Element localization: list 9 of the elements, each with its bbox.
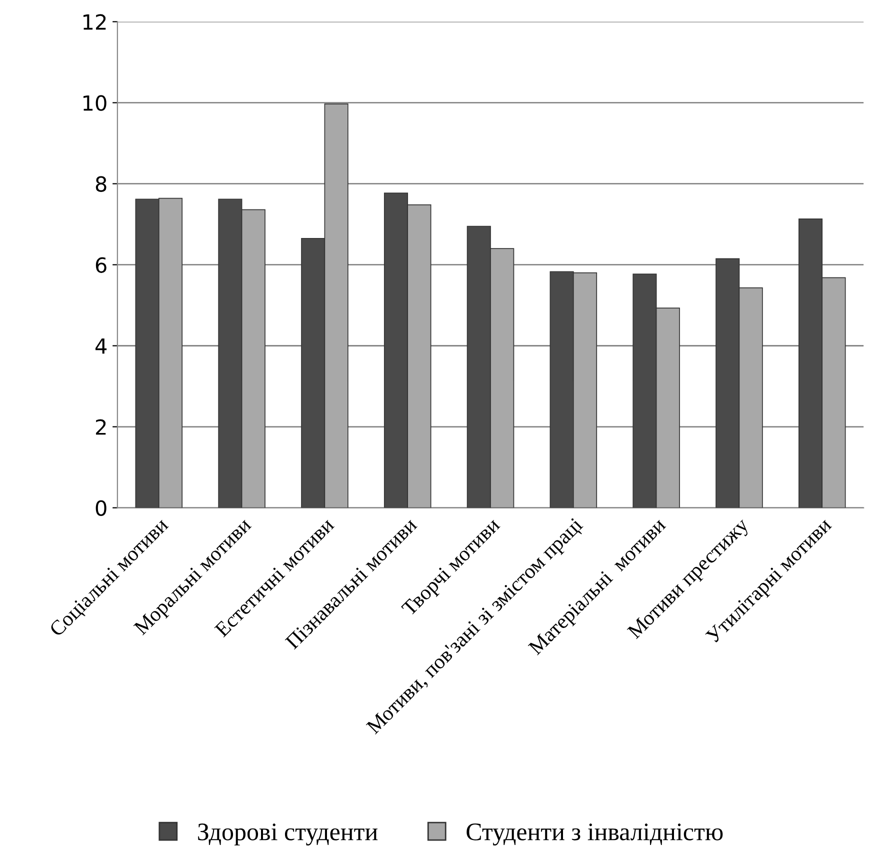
legend-label: Студенти з інвалідністю <box>466 824 723 846</box>
y-tick-label: 8 <box>96 176 106 192</box>
y-tick-label: 0 <box>96 500 106 516</box>
y-tick-label: 12 <box>83 14 106 30</box>
legend-label: Здорові студенти <box>198 824 378 846</box>
y-tick-label: 6 <box>96 257 106 273</box>
y-tick-label: 10 <box>83 95 106 111</box>
y-tick-label: 4 <box>95 338 107 354</box>
y-tick-label: 2 <box>96 419 106 435</box>
